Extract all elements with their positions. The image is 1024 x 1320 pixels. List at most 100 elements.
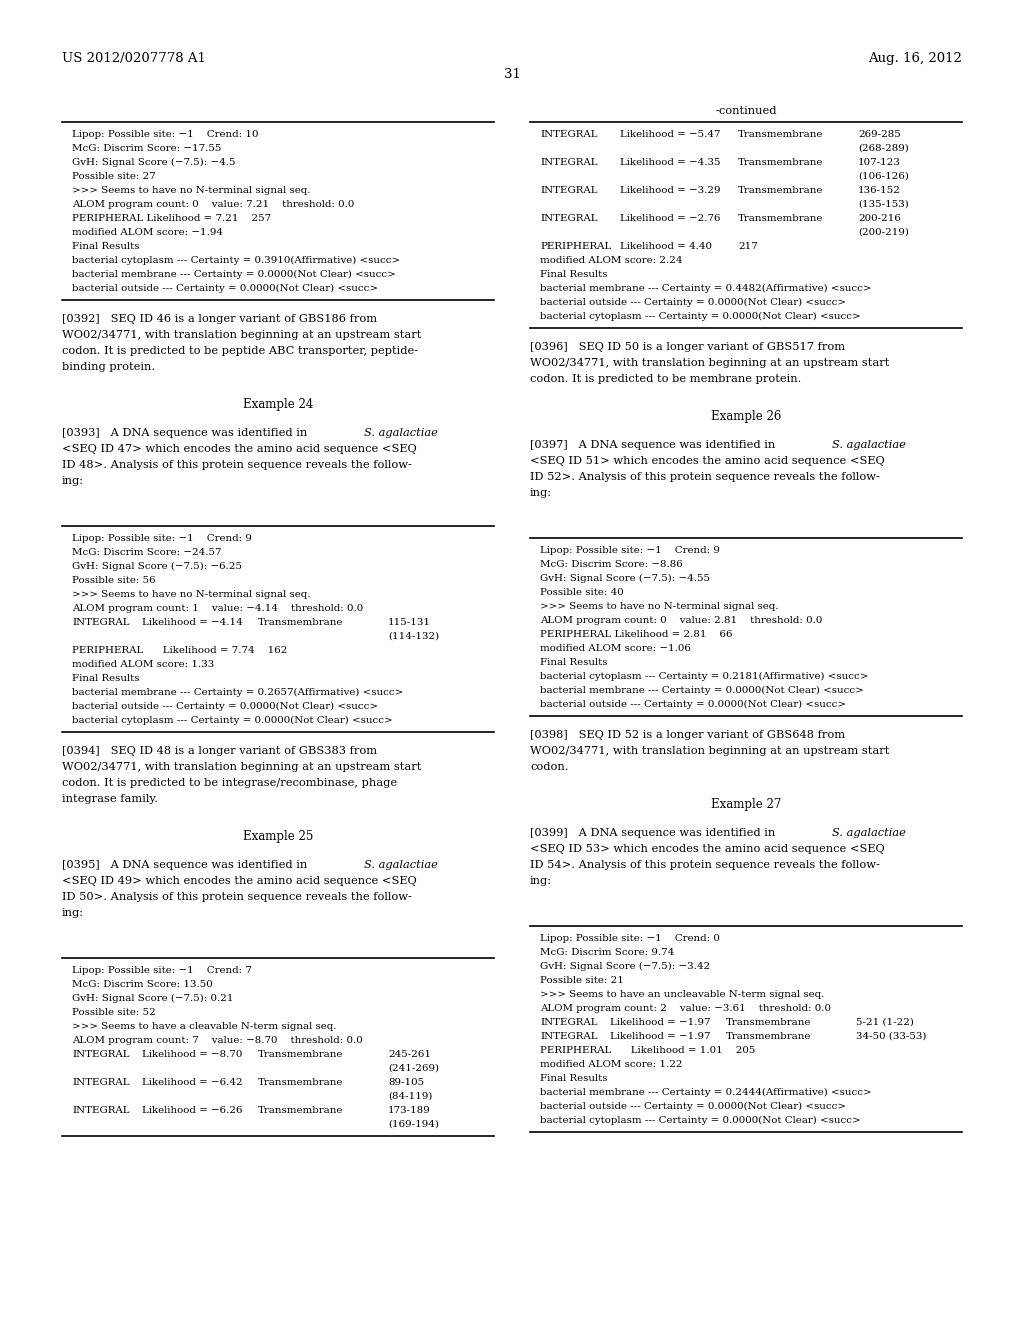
Text: 89-105: 89-105 xyxy=(388,1078,424,1086)
Text: Example 25: Example 25 xyxy=(243,830,313,843)
Text: INTEGRAL: INTEGRAL xyxy=(540,158,597,168)
Text: bacterial membrane --- Certainty = 0.2657(Affirmative) <succ>: bacterial membrane --- Certainty = 0.265… xyxy=(72,688,403,697)
Text: <SEQ ID 47> which encodes the amino acid sequence <SEQ: <SEQ ID 47> which encodes the amino acid… xyxy=(62,444,417,454)
Text: modified ALOM score: 1.22: modified ALOM score: 1.22 xyxy=(540,1060,683,1069)
Text: (241-269): (241-269) xyxy=(388,1064,439,1073)
Text: Example 26: Example 26 xyxy=(711,411,781,422)
Text: bacterial outside --- Certainty = 0.0000(Not Clear) <succ>: bacterial outside --- Certainty = 0.0000… xyxy=(540,1102,846,1111)
Text: GvH: Signal Score (−7.5): 0.21: GvH: Signal Score (−7.5): 0.21 xyxy=(72,994,233,1003)
Text: WO02/34771, with translation beginning at an upstream start: WO02/34771, with translation beginning a… xyxy=(530,746,890,756)
Text: >>> Seems to have a cleavable N-term signal seq.: >>> Seems to have a cleavable N-term sig… xyxy=(72,1022,337,1031)
Text: 115-131: 115-131 xyxy=(388,618,431,627)
Text: bacterial outside --- Certainty = 0.0000(Not Clear) <succ>: bacterial outside --- Certainty = 0.0000… xyxy=(72,284,378,293)
Text: [0397]   A DNA sequence was identified in: [0397] A DNA sequence was identified in xyxy=(530,440,779,450)
Text: ID 50>. Analysis of this protein sequence reveals the follow-: ID 50>. Analysis of this protein sequenc… xyxy=(62,892,412,902)
Text: INTEGRAL: INTEGRAL xyxy=(72,1106,129,1115)
Text: 245-261: 245-261 xyxy=(388,1049,431,1059)
Text: Likelihood = 4.40: Likelihood = 4.40 xyxy=(620,242,712,251)
Text: [0398]   SEQ ID 52 is a longer variant of GBS648 from: [0398] SEQ ID 52 is a longer variant of … xyxy=(530,730,845,741)
Text: INTEGRAL: INTEGRAL xyxy=(72,1078,129,1086)
Text: 5-21 (1-22): 5-21 (1-22) xyxy=(856,1018,913,1027)
Text: ALOM program count: 2    value: −3.61    threshold: 0.0: ALOM program count: 2 value: −3.61 thres… xyxy=(540,1005,831,1012)
Text: Transmembrane: Transmembrane xyxy=(738,158,823,168)
Text: <SEQ ID 51> which encodes the amino acid sequence <SEQ: <SEQ ID 51> which encodes the amino acid… xyxy=(530,455,885,466)
Text: Transmembrane: Transmembrane xyxy=(258,1106,343,1115)
Text: ID 52>. Analysis of this protein sequence reveals the follow-: ID 52>. Analysis of this protein sequenc… xyxy=(530,473,880,482)
Text: >>> Seems to have no N-terminal signal seq.: >>> Seems to have no N-terminal signal s… xyxy=(72,590,310,599)
Text: Final Results: Final Results xyxy=(540,657,607,667)
Text: ing:: ing: xyxy=(530,488,552,498)
Text: Transmembrane: Transmembrane xyxy=(726,1032,811,1041)
Text: codon. It is predicted to be integrase/recombinase, phage: codon. It is predicted to be integrase/r… xyxy=(62,777,397,788)
Text: binding protein.: binding protein. xyxy=(62,362,155,372)
Text: Likelihood = −4.35: Likelihood = −4.35 xyxy=(620,158,721,168)
Text: McG: Discrim Score: 13.50: McG: Discrim Score: 13.50 xyxy=(72,979,213,989)
Text: S. agalactiae: S. agalactiae xyxy=(364,861,438,870)
Text: Likelihood = −6.26: Likelihood = −6.26 xyxy=(142,1106,243,1115)
Text: ing:: ing: xyxy=(530,876,552,886)
Text: [0399]   A DNA sequence was identified in: [0399] A DNA sequence was identified in xyxy=(530,828,779,838)
Text: bacterial membrane --- Certainty = 0.4482(Affirmative) <succ>: bacterial membrane --- Certainty = 0.448… xyxy=(540,284,871,293)
Text: Possible site: 27: Possible site: 27 xyxy=(72,172,156,181)
Text: GvH: Signal Score (−7.5): −3.42: GvH: Signal Score (−7.5): −3.42 xyxy=(540,962,710,972)
Text: Likelihood = −2.76: Likelihood = −2.76 xyxy=(620,214,721,223)
Text: (200-219): (200-219) xyxy=(858,228,909,238)
Text: WO02/34771, with translation beginning at an upstream start: WO02/34771, with translation beginning a… xyxy=(62,762,421,772)
Text: bacterial cytoplasm --- Certainty = 0.0000(Not Clear) <succ>: bacterial cytoplasm --- Certainty = 0.00… xyxy=(540,312,860,321)
Text: modified ALOM score: −1.06: modified ALOM score: −1.06 xyxy=(540,644,691,653)
Text: bacterial cytoplasm --- Certainty = 0.0000(Not Clear) <succ>: bacterial cytoplasm --- Certainty = 0.00… xyxy=(540,1115,860,1125)
Text: [0395]   A DNA sequence was identified in: [0395] A DNA sequence was identified in xyxy=(62,861,311,870)
Text: GvH: Signal Score (−7.5): −6.25: GvH: Signal Score (−7.5): −6.25 xyxy=(72,562,242,572)
Text: Possible site: 56: Possible site: 56 xyxy=(72,576,156,585)
Text: bacterial outside --- Certainty = 0.0000(Not Clear) <succ>: bacterial outside --- Certainty = 0.0000… xyxy=(540,700,846,709)
Text: ID 48>. Analysis of this protein sequence reveals the follow-: ID 48>. Analysis of this protein sequenc… xyxy=(62,459,412,470)
Text: Transmembrane: Transmembrane xyxy=(738,186,823,195)
Text: >>> Seems to have no N-terminal signal seq.: >>> Seems to have no N-terminal signal s… xyxy=(540,602,778,611)
Text: bacterial cytoplasm --- Certainty = 0.2181(Affirmative) <succ>: bacterial cytoplasm --- Certainty = 0.21… xyxy=(540,672,868,681)
Text: Lipop: Possible site: −1    Crend: 10: Lipop: Possible site: −1 Crend: 10 xyxy=(72,129,258,139)
Text: (106-126): (106-126) xyxy=(858,172,909,181)
Text: codon.: codon. xyxy=(530,762,568,772)
Text: 31: 31 xyxy=(504,69,520,81)
Text: codon. It is predicted to be peptide ABC transporter, peptide-: codon. It is predicted to be peptide ABC… xyxy=(62,346,418,356)
Text: [0392]   SEQ ID 46 is a longer variant of GBS186 from: [0392] SEQ ID 46 is a longer variant of … xyxy=(62,314,377,323)
Text: ALOM program count: 7    value: −8.70    threshold: 0.0: ALOM program count: 7 value: −8.70 thres… xyxy=(72,1036,362,1045)
Text: S. agalactiae: S. agalactiae xyxy=(831,828,906,838)
Text: modified ALOM score: −1.94: modified ALOM score: −1.94 xyxy=(72,228,223,238)
Text: Final Results: Final Results xyxy=(540,1074,607,1082)
Text: Transmembrane: Transmembrane xyxy=(258,1078,343,1086)
Text: ing:: ing: xyxy=(62,477,84,486)
Text: 269-285: 269-285 xyxy=(858,129,901,139)
Text: Likelihood = −4.14: Likelihood = −4.14 xyxy=(142,618,243,627)
Text: integrase family.: integrase family. xyxy=(62,795,158,804)
Text: Lipop: Possible site: −1    Crend: 9: Lipop: Possible site: −1 Crend: 9 xyxy=(540,546,720,554)
Text: <SEQ ID 49> which encodes the amino acid sequence <SEQ: <SEQ ID 49> which encodes the amino acid… xyxy=(62,876,417,886)
Text: Possible site: 40: Possible site: 40 xyxy=(540,587,624,597)
Text: [0393]   A DNA sequence was identified in: [0393] A DNA sequence was identified in xyxy=(62,428,311,438)
Text: [0396]   SEQ ID 50 is a longer variant of GBS517 from: [0396] SEQ ID 50 is a longer variant of … xyxy=(530,342,845,352)
Text: Final Results: Final Results xyxy=(72,675,139,682)
Text: 107-123: 107-123 xyxy=(858,158,901,168)
Text: bacterial cytoplasm --- Certainty = 0.0000(Not Clear) <succ>: bacterial cytoplasm --- Certainty = 0.00… xyxy=(72,715,392,725)
Text: 34-50 (33-53): 34-50 (33-53) xyxy=(856,1032,927,1041)
Text: bacterial outside --- Certainty = 0.0000(Not Clear) <succ>: bacterial outside --- Certainty = 0.0000… xyxy=(72,702,378,711)
Text: Lipop: Possible site: −1    Crend: 9: Lipop: Possible site: −1 Crend: 9 xyxy=(72,535,252,543)
Text: S. agalactiae: S. agalactiae xyxy=(831,440,906,450)
Text: Example 27: Example 27 xyxy=(711,799,781,810)
Text: (114-132): (114-132) xyxy=(388,632,439,642)
Text: 136-152: 136-152 xyxy=(858,186,901,195)
Text: <SEQ ID 53> which encodes the amino acid sequence <SEQ: <SEQ ID 53> which encodes the amino acid… xyxy=(530,843,885,854)
Text: Likelihood = −6.42: Likelihood = −6.42 xyxy=(142,1078,243,1086)
Text: INTEGRAL: INTEGRAL xyxy=(540,129,597,139)
Text: >>> Seems to have an uncleavable N-term signal seq.: >>> Seems to have an uncleavable N-term … xyxy=(540,990,824,999)
Text: McG: Discrim Score: −17.55: McG: Discrim Score: −17.55 xyxy=(72,144,221,153)
Text: Lipop: Possible site: −1    Crend: 7: Lipop: Possible site: −1 Crend: 7 xyxy=(72,966,252,975)
Text: ID 54>. Analysis of this protein sequence reveals the follow-: ID 54>. Analysis of this protein sequenc… xyxy=(530,861,880,870)
Text: Transmembrane: Transmembrane xyxy=(738,214,823,223)
Text: Final Results: Final Results xyxy=(540,271,607,279)
Text: ALOM program count: 0    value: 7.21    threshold: 0.0: ALOM program count: 0 value: 7.21 thresh… xyxy=(72,201,354,209)
Text: 173-189: 173-189 xyxy=(388,1106,431,1115)
Text: INTEGRAL: INTEGRAL xyxy=(540,214,597,223)
Text: PERIPHERAL Likelihood = 7.21    257: PERIPHERAL Likelihood = 7.21 257 xyxy=(72,214,271,223)
Text: bacterial membrane --- Certainty = 0.0000(Not Clear) <succ>: bacterial membrane --- Certainty = 0.000… xyxy=(72,271,395,279)
